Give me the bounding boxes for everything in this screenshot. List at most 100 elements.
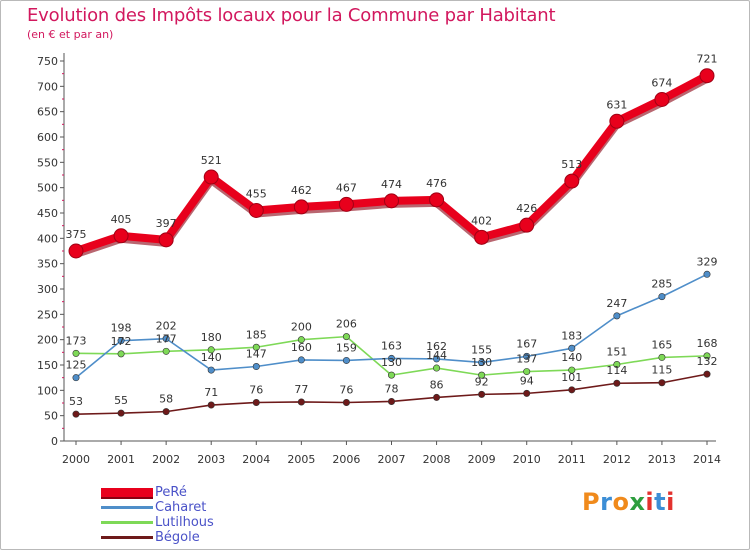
data-label-begole: 78 xyxy=(385,382,399,395)
x-tick-label: 2007 xyxy=(378,453,406,466)
data-label-pere: 455 xyxy=(246,187,267,200)
data-label-pere: 462 xyxy=(291,184,312,197)
data-point-begole xyxy=(387,397,395,405)
logo-letter: t xyxy=(654,488,667,516)
chart-title: Evolution des Impôts locaux pour la Comm… xyxy=(27,5,556,26)
data-point-begole xyxy=(72,410,80,418)
data-point-caharet xyxy=(207,366,215,374)
x-tick-label: 2004 xyxy=(242,453,270,466)
y-tick-label: 550 xyxy=(37,156,58,169)
data-label-begole: 55 xyxy=(114,394,128,407)
data-point-pere xyxy=(699,68,715,84)
logo-letter: r xyxy=(600,488,613,516)
x-tick-label: 2005 xyxy=(287,453,315,466)
data-point-caharet xyxy=(387,354,395,362)
y-tick-label: 650 xyxy=(37,106,58,119)
data-point-caharet xyxy=(117,337,125,345)
legend-label: Bégole xyxy=(155,529,200,545)
data-label-pere: 402 xyxy=(471,214,492,227)
data-label-caharet: 162 xyxy=(426,340,447,353)
data-point-begole xyxy=(433,393,441,401)
data-label-pere: 631 xyxy=(606,98,627,111)
data-label-caharet: 247 xyxy=(606,297,627,310)
data-label-caharet: 329 xyxy=(697,255,718,268)
x-tick-label: 2002 xyxy=(152,453,180,466)
x-tick-label: 2001 xyxy=(107,453,135,466)
data-point-pere xyxy=(338,196,354,212)
data-label-caharet: 198 xyxy=(111,322,132,335)
data-point-caharet xyxy=(297,356,305,364)
data-point-lutilhous xyxy=(613,360,621,368)
y-tick-label: 0 xyxy=(51,435,58,448)
x-tick-label: 2013 xyxy=(648,453,676,466)
data-label-pere: 426 xyxy=(516,202,537,215)
data-point-caharet xyxy=(568,344,576,352)
data-label-lutilhous: 172 xyxy=(111,335,132,348)
data-point-pere xyxy=(654,92,670,108)
y-tick-label: 300 xyxy=(37,283,58,296)
data-label-begole: 76 xyxy=(249,383,263,396)
legend-item: PeRé xyxy=(101,485,214,500)
data-point-lutilhous xyxy=(703,352,711,360)
data-label-caharet: 155 xyxy=(471,343,492,356)
data-point-pere xyxy=(248,202,264,218)
data-label-pere: 474 xyxy=(381,178,402,191)
data-point-caharet xyxy=(162,335,170,343)
data-label-pere: 476 xyxy=(426,177,447,190)
data-point-caharet xyxy=(433,355,441,363)
x-tick-label: 2012 xyxy=(603,453,631,466)
data-label-caharet: 125 xyxy=(66,359,87,372)
x-tick-label: 2014 xyxy=(693,453,721,466)
data-point-pere xyxy=(68,243,84,259)
legend-swatch xyxy=(101,506,153,509)
data-point-begole xyxy=(568,386,576,394)
y-tick-label: 400 xyxy=(37,232,58,245)
data-point-lutilhous xyxy=(297,336,305,344)
data-point-pere xyxy=(609,113,625,129)
y-tick-label: 100 xyxy=(37,384,58,397)
logo-letter: i xyxy=(645,488,655,516)
data-label-pere: 375 xyxy=(66,228,87,241)
data-point-begole xyxy=(342,398,350,406)
logo-letter: P xyxy=(582,488,601,516)
data-point-pere xyxy=(564,173,580,189)
data-point-begole xyxy=(478,390,486,398)
data-label-begole: 114 xyxy=(606,364,627,377)
data-label-lutilhous: 165 xyxy=(651,338,672,351)
data-point-begole xyxy=(703,370,711,378)
data-label-begole: 71 xyxy=(204,386,218,399)
legend-label: Lutilhous xyxy=(155,514,214,530)
legend-label: PeRé xyxy=(155,484,187,500)
data-label-begole: 132 xyxy=(697,355,718,368)
data-point-pere xyxy=(384,193,399,209)
data-label-caharet: 163 xyxy=(381,339,402,352)
data-label-lutilhous: 206 xyxy=(336,318,357,331)
logo-letter: i xyxy=(666,488,675,516)
data-label-caharet: 285 xyxy=(651,278,672,291)
data-point-lutilhous xyxy=(252,343,260,351)
data-point-lutilhous xyxy=(342,333,350,341)
proxiti-logo: Proxiti xyxy=(582,488,675,516)
data-point-begole xyxy=(162,408,170,416)
data-label-begole: 92 xyxy=(475,375,489,388)
data-label-lutilhous: 130 xyxy=(471,356,492,369)
data-point-lutilhous xyxy=(658,353,666,361)
data-label-lutilhous: 180 xyxy=(201,331,222,344)
data-point-pere xyxy=(158,232,174,248)
data-label-begole: 94 xyxy=(520,374,534,387)
data-point-caharet xyxy=(72,374,80,382)
data-label-pere: 405 xyxy=(111,213,132,226)
data-point-caharet xyxy=(252,363,260,371)
legend-item: Bégole xyxy=(101,530,214,545)
y-tick-label: 450 xyxy=(37,207,58,220)
legend-swatch xyxy=(101,488,153,497)
legend-label: Caharet xyxy=(155,499,207,515)
data-point-lutilhous xyxy=(207,346,215,354)
y-tick-label: 200 xyxy=(37,334,58,347)
chart-legend: PeRé Caharet Lutilhous Bégole xyxy=(101,485,214,545)
x-tick-label: 2011 xyxy=(558,453,586,466)
legend-swatch xyxy=(101,536,153,539)
data-point-lutilhous xyxy=(162,347,170,355)
data-label-lutilhous: 185 xyxy=(246,328,267,341)
data-label-caharet: 160 xyxy=(291,341,312,354)
